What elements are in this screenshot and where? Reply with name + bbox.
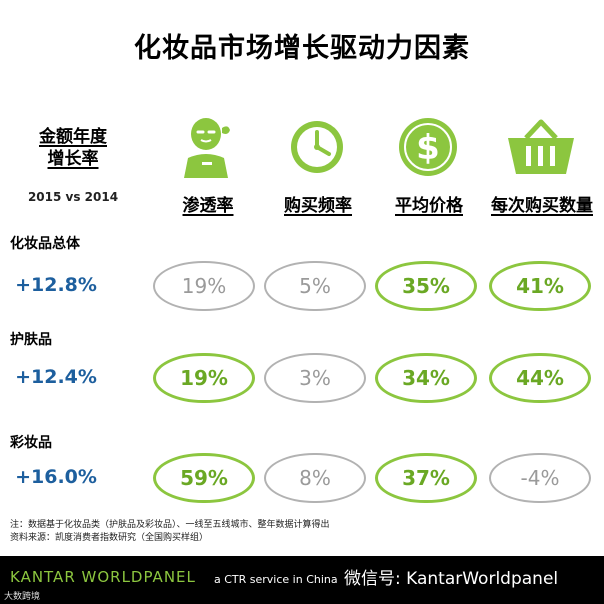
value-bubble: 37% <box>375 453 477 503</box>
person-icon <box>178 116 248 178</box>
driver-label-penetration: 渗透率 <box>148 191 268 216</box>
row-growth-skincare: +12.4% <box>0 366 112 388</box>
period-label: 2015 vs 2014 <box>18 190 128 204</box>
footnote-line1: 注：数据基于化妆品类（护肤品及彩妆品）、一线至五线城市、整年数据计算得出 <box>10 519 430 532</box>
metric-label-line2: 增长率 <box>48 149 99 169</box>
value-bubble: 44% <box>489 353 591 403</box>
footnote-line2: 资料来源：凯度消费者指数研究（全国购买样组） <box>10 532 430 545</box>
brand-logo: KANTAR WORLDPANEL <box>10 568 196 586</box>
row-name-makeup: 彩妆品 <box>10 432 52 452</box>
value-bubble: 59% <box>153 453 255 503</box>
clock-icon <box>283 116 353 178</box>
svg-text:$: $ <box>416 128 440 168</box>
driver-label-volume: 每次购买数量 <box>482 191 602 216</box>
row-name-total: 化妆品总体 <box>10 233 80 253</box>
shopping-basket-icon <box>506 116 576 178</box>
metric-label: 金额年度 增长率 <box>18 126 128 170</box>
row-name-skincare: 护肤品 <box>10 329 52 349</box>
driver-label-avg-price: 平均价格 <box>369 191 489 216</box>
value-bubble: 19% <box>153 261 255 311</box>
brand-tagline: a CTR service in China <box>214 573 338 586</box>
value-bubble: 3% <box>264 353 366 403</box>
metric-label-line1: 金额年度 <box>39 127 107 147</box>
value-bubble: 35% <box>375 261 477 311</box>
dollar-coin-icon: $ <box>393 116 463 178</box>
wechat-id: 微信号: KantarWorldpanel <box>344 564 558 589</box>
chart-title: 化妆品市场增长驱动力因素 <box>0 26 604 65</box>
value-bubble: 5% <box>264 261 366 311</box>
row-growth-total: +12.8% <box>0 274 112 296</box>
value-bubble: 19% <box>153 353 255 403</box>
driver-label-frequency: 购买频率 <box>258 191 378 216</box>
value-bubble: 8% <box>264 453 366 503</box>
footnotes: 注：数据基于化妆品类（护肤品及彩妆品）、一线至五线城市、整年数据计算得出 资料来… <box>10 519 430 545</box>
watermark: 大数跨境 <box>4 589 40 602</box>
value-bubble: -4% <box>489 453 591 503</box>
row-growth-makeup: +16.0% <box>0 466 112 488</box>
value-bubble: 34% <box>375 353 477 403</box>
value-bubble: 41% <box>489 261 591 311</box>
